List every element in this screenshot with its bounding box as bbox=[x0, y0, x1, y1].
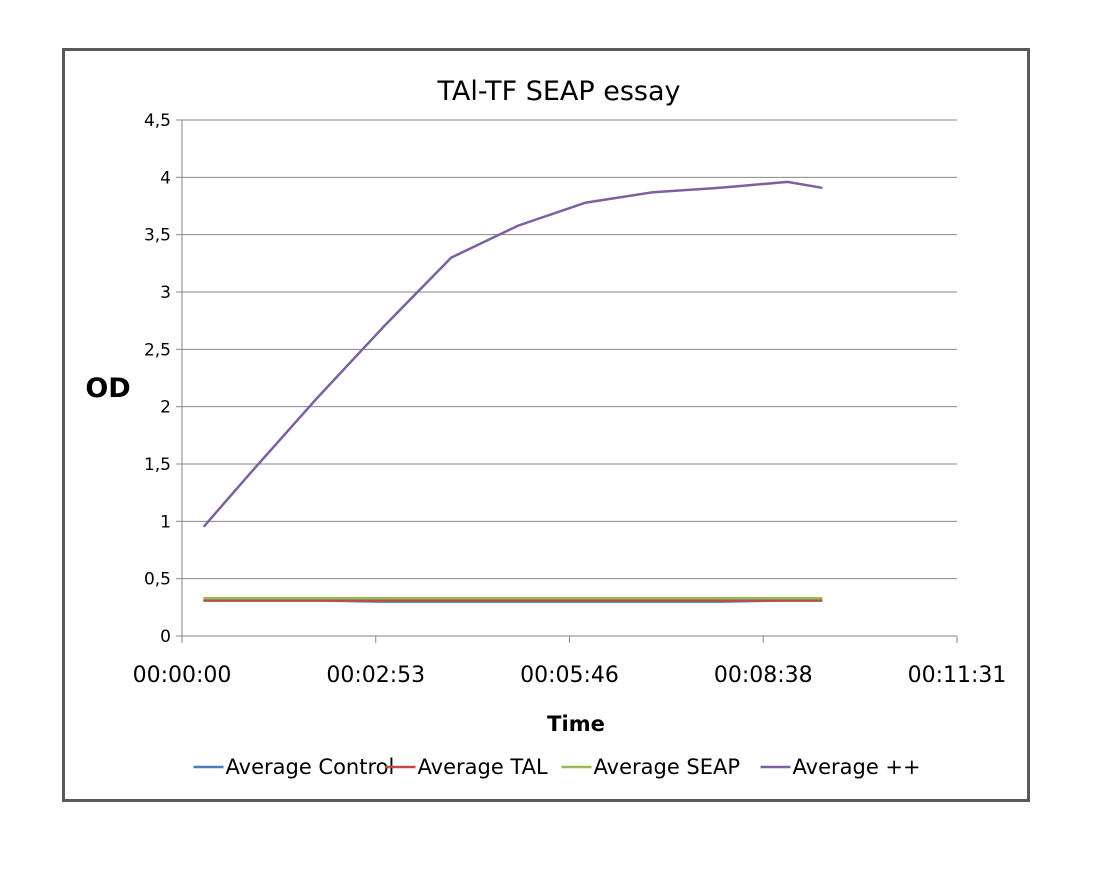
x-tick-label: 00:00:00 bbox=[133, 663, 232, 688]
series-line-average-plusplus bbox=[203, 180, 823, 528]
grid-layer bbox=[182, 119, 957, 580]
y-tick-label: 1,5 bbox=[144, 455, 171, 475]
legend: Average Control Average TAL Average SEAP Av… bbox=[193, 755, 921, 779]
x-axis-title: Time bbox=[547, 712, 605, 736]
legend-label: Average Control bbox=[226, 755, 395, 779]
x-tick-label: 00:05:46 bbox=[520, 663, 619, 688]
y-tick-label: 4,5 bbox=[144, 111, 171, 131]
chart-title: TAl-TF SEAP essay bbox=[436, 76, 680, 107]
series-layer bbox=[203, 180, 823, 603]
y-tick-label: 3,5 bbox=[144, 226, 171, 246]
legend-label: Average ++ bbox=[793, 755, 921, 779]
y-axis-title: OD bbox=[85, 373, 130, 404]
x-tick-label: 00:08:38 bbox=[714, 663, 813, 688]
y-tick-label: 1 bbox=[160, 512, 171, 532]
y-tick-label: 3 bbox=[160, 283, 171, 303]
y-tick-label: 2,5 bbox=[144, 340, 171, 360]
y-tick-label: 0 bbox=[160, 627, 171, 647]
y-tick-label: 2 bbox=[160, 398, 171, 418]
chart-frame: TAl-TF SEAP essay OD Time 0 0,5 1 1,5 2 2,5 3 3… bbox=[62, 48, 1030, 802]
y-tick-label: 0,5 bbox=[144, 570, 171, 590]
axis-layer: 0 0,5 1 1,5 2 2,5 3 3,5 4 4,5 00:00:00 00:02:53 00:0… bbox=[133, 111, 1007, 688]
x-tick-label: 00:11:31 bbox=[908, 663, 1007, 688]
legend-label: Average TAL bbox=[418, 755, 548, 779]
x-tick-label: 00:02:53 bbox=[326, 663, 425, 688]
chart-svg: TAl-TF SEAP essay OD Time 0 0,5 1 1,5 2 2,5 3 3… bbox=[85, 76, 1007, 779]
y-tick-label: 4 bbox=[160, 168, 171, 188]
legend-label: Average SEAP bbox=[594, 755, 741, 779]
